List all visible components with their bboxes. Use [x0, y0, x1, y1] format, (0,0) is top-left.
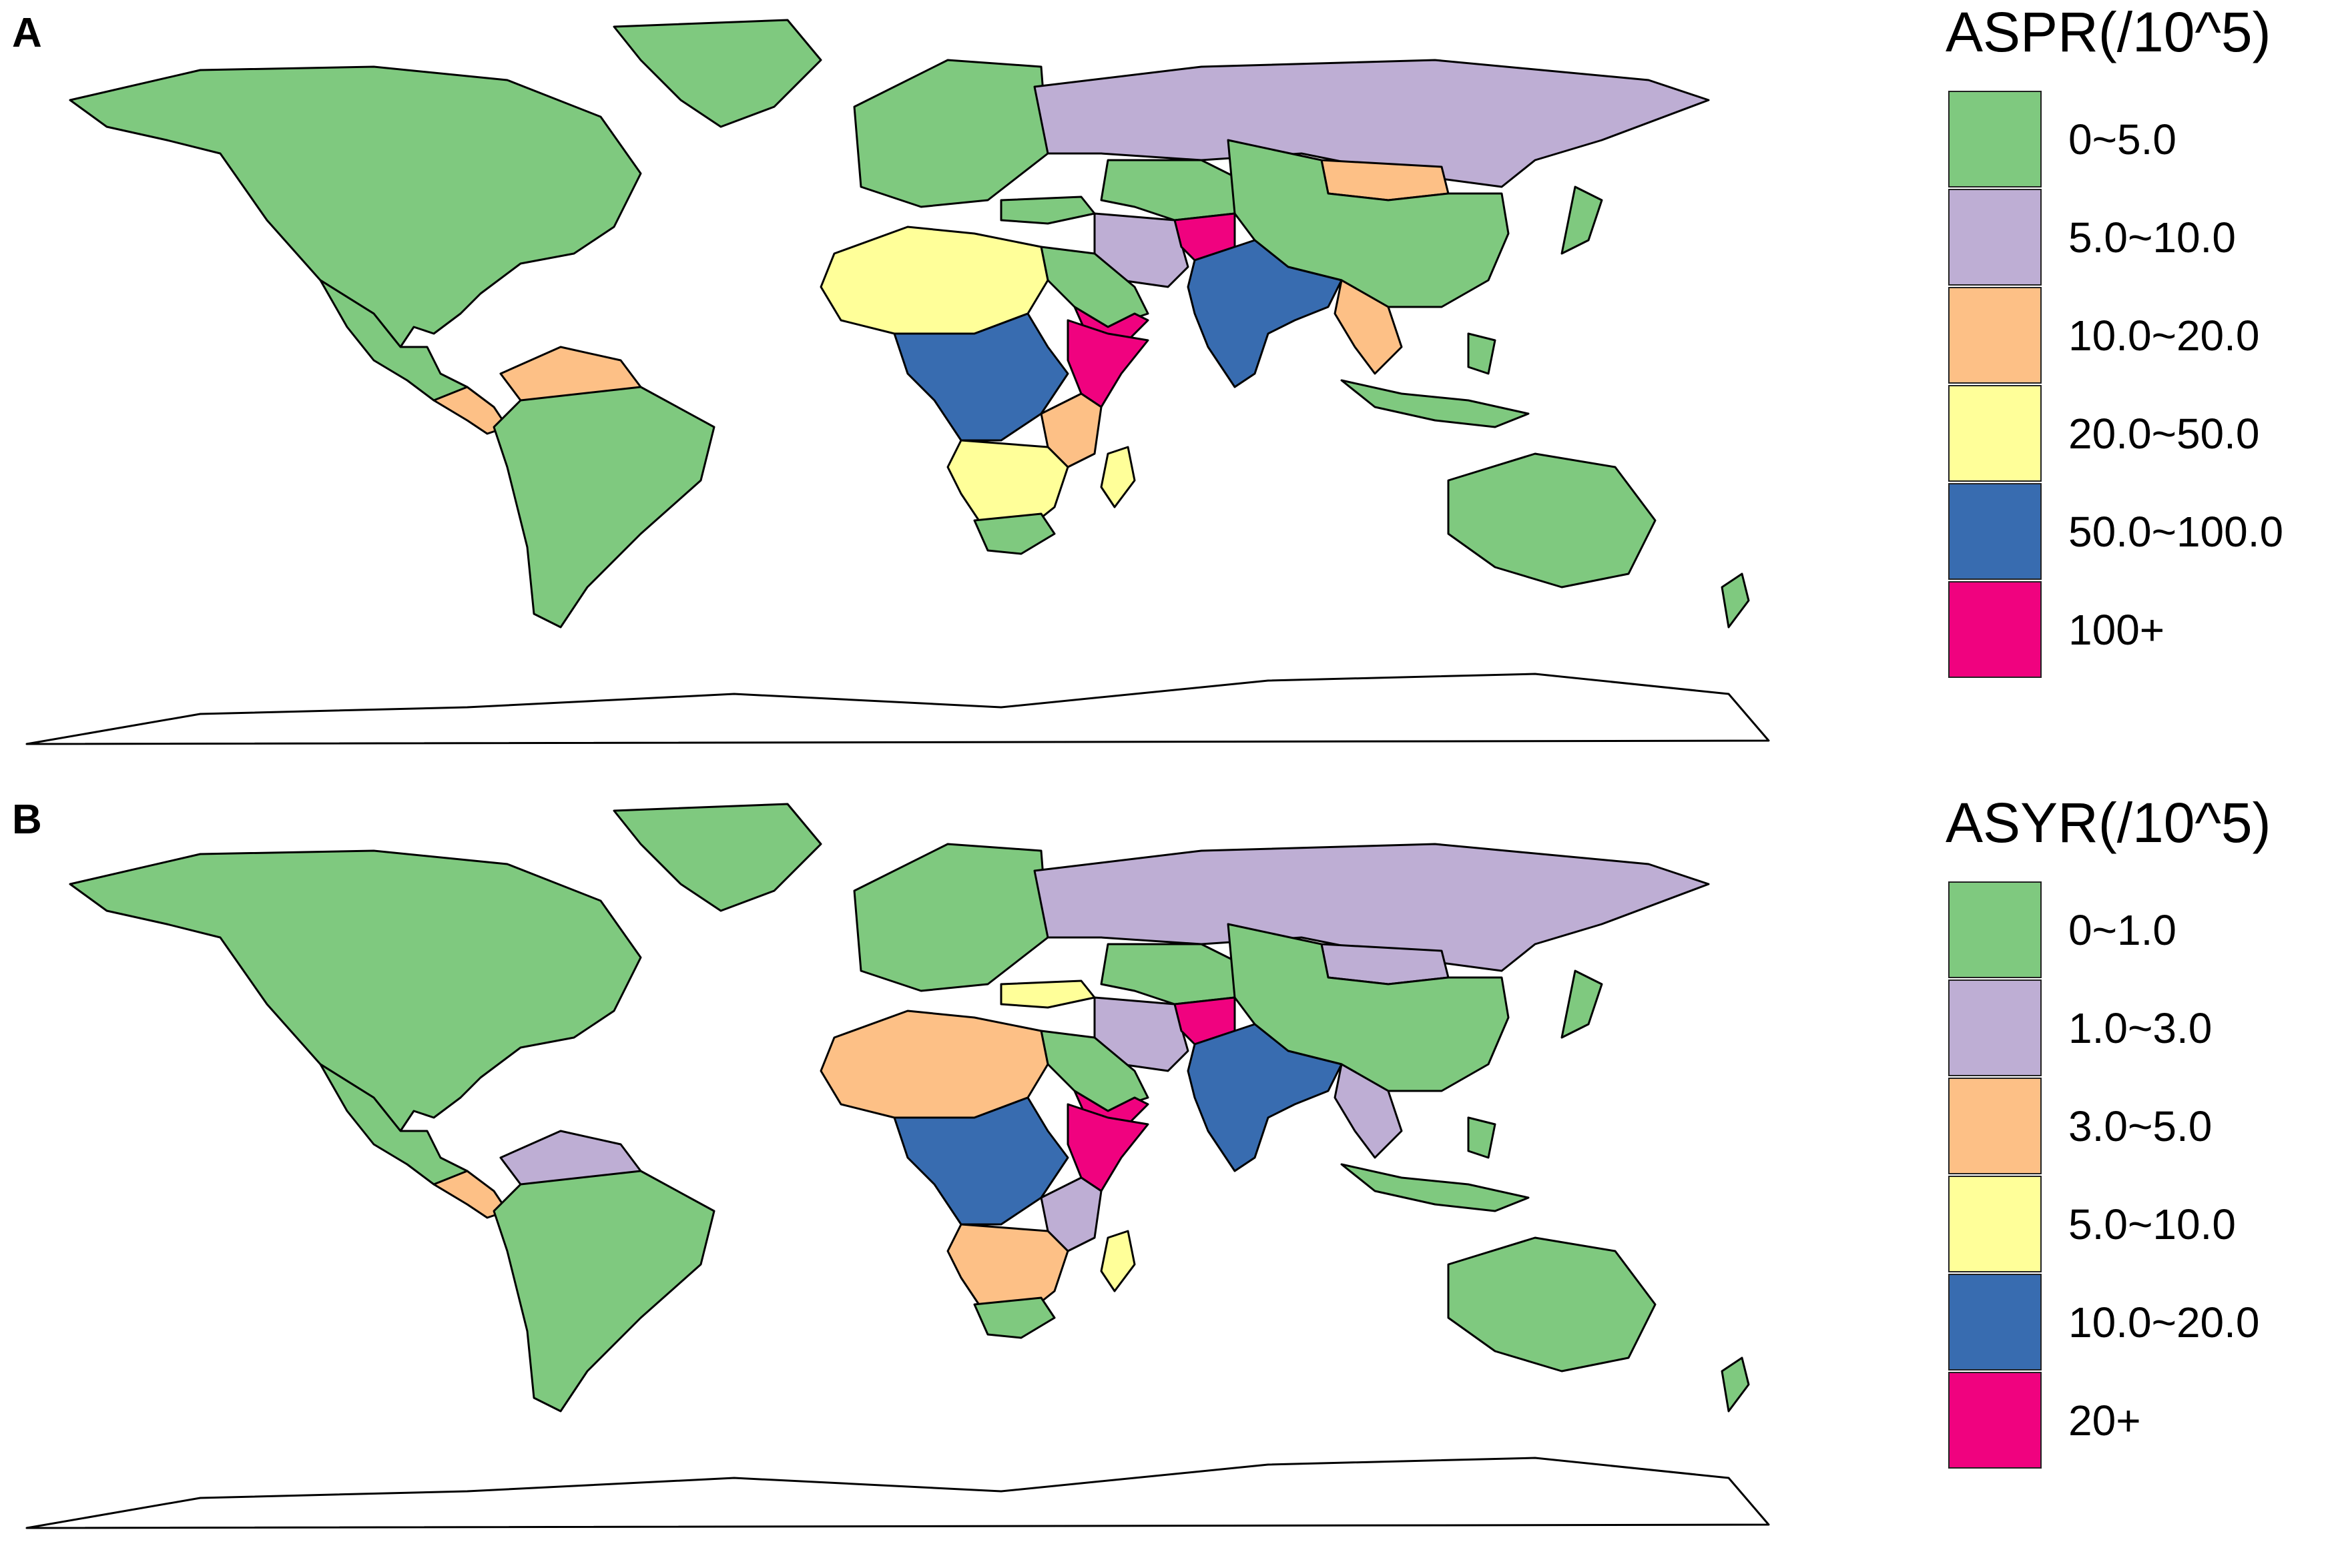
russia-region: [1033, 59, 1710, 188]
legend-swatch: [1948, 1176, 2042, 1272]
turkey-region: [1000, 979, 1096, 1009]
legend-item: 10.0~20.0: [1948, 286, 2283, 384]
south-america-region: [493, 386, 715, 629]
legend-label: 20+: [2068, 1396, 2141, 1445]
legend-item: 10.0~20.0: [1948, 1273, 2271, 1371]
legend-item: 5.0~10.0: [1948, 1175, 2271, 1273]
legend-swatch: [1948, 385, 2042, 482]
legend-swatch: [1948, 581, 2042, 678]
world-map-a: [25, 19, 1770, 745]
legend-swatch: [1948, 287, 2042, 384]
legend-items-a: 0~5.0 5.0~10.0 10.0~20.0 20.0~50.0 50.0~…: [1948, 90, 2283, 679]
horn-of-africa-region: [1067, 1103, 1149, 1192]
legend-swatch: [1948, 1274, 2042, 1370]
new-zealand-region: [1721, 572, 1750, 629]
philippines-region: [1467, 332, 1496, 375]
turkey-region: [1000, 195, 1096, 225]
north-america-region: [69, 849, 642, 1132]
map-panel-a: A ASPR(/10^5) 0~5.0 5.0~10.0 10.0~20.0 2…: [12, 0, 2283, 745]
legend-item: 20+: [1948, 1371, 2271, 1469]
map-panel-b: B ASYR(/10^5) 0~1.0 1.0~3.0 3.0~5.0 5.0~…: [0, 784, 2344, 1568]
legend-label: 5.0~10.0: [2068, 213, 2236, 262]
southeast-asia-region: [1334, 279, 1403, 375]
legend-swatch: [1948, 483, 2042, 580]
legend-item: 50.0~100.0: [1948, 482, 2283, 580]
legend-swatch: [1948, 189, 2042, 286]
legend-item: 20.0~50.0: [1948, 384, 2283, 482]
legend-label: 0~1.0: [2068, 905, 2176, 954]
legend-label: 3.0~5.0: [2068, 1102, 2213, 1150]
japan-region: [1560, 969, 1603, 1039]
europe-region: [853, 843, 1049, 992]
legend-items-b: 0~1.0 1.0~3.0 3.0~5.0 5.0~10.0 10.0~20.0…: [1948, 881, 2271, 1469]
indonesia-region: [1340, 379, 1530, 428]
south-america-region: [493, 1170, 715, 1413]
legend-a: ASPR(/10^5) 0~5.0 5.0~10.0 10.0~20.0 20.…: [1946, 0, 2283, 679]
philippines-region: [1467, 1116, 1496, 1159]
madagascar-region: [1100, 446, 1136, 508]
legend-item: 0~1.0: [1948, 881, 2271, 979]
legend-item: 5.0~10.0: [1948, 188, 2283, 286]
legend-label: 10.0~20.0: [2068, 1298, 2260, 1346]
southeast-asia-region: [1334, 1063, 1403, 1159]
antarctica-region: [25, 673, 1770, 745]
greenland-region: [613, 19, 822, 128]
south-africa-region: [973, 1296, 1056, 1339]
legend-title-a: ASPR(/10^5): [1946, 1, 2271, 63]
north-africa-region: [820, 1010, 1049, 1119]
legend-item: 0~5.0: [1948, 90, 2283, 188]
russia-region: [1033, 843, 1710, 972]
legend-label: 1.0~3.0: [2068, 1004, 2213, 1052]
madagascar-region: [1100, 1230, 1136, 1292]
legend-label: 5.0~10.0: [2068, 1200, 2236, 1248]
legend-label: 20.0~50.0: [2068, 409, 2260, 458]
world-map-b: [25, 803, 1770, 1529]
north-america-region: [69, 65, 642, 348]
australia-region: [1447, 1236, 1657, 1373]
indonesia-region: [1340, 1163, 1530, 1212]
legend-label: 50.0~100.0: [2068, 507, 2284, 556]
antarctica-region: [25, 1457, 1770, 1529]
legend-swatch: [1948, 979, 2042, 1076]
europe-region: [853, 59, 1049, 208]
legend-swatch: [1948, 881, 2042, 978]
japan-region: [1560, 185, 1603, 255]
panel-letter-a: A: [12, 10, 42, 56]
horn-of-africa-region: [1067, 319, 1149, 408]
legend-item: 1.0~3.0: [1948, 979, 2271, 1077]
south-africa-region: [973, 512, 1056, 555]
legend-label: 10.0~20.0: [2068, 311, 2260, 360]
south-asia-region: [1187, 1023, 1343, 1172]
australia-region: [1447, 452, 1657, 589]
panel-letter-b: B: [12, 797, 42, 843]
legend-label: 100+: [2068, 605, 2165, 654]
greenland-region: [613, 803, 822, 912]
legend-item: 100+: [1948, 580, 2283, 679]
legend-b: ASYR(/10^5) 0~1.0 1.0~3.0 3.0~5.0 5.0~10…: [1946, 791, 2271, 1469]
legend-label: 0~5.0: [2068, 115, 2176, 163]
legend-swatch: [1948, 1372, 2042, 1469]
south-asia-region: [1187, 239, 1343, 388]
legend-item: 3.0~5.0: [1948, 1077, 2271, 1175]
legend-swatch: [1948, 91, 2042, 187]
legend-title-b: ASYR(/10^5): [1946, 791, 2271, 854]
legend-swatch: [1948, 1078, 2042, 1174]
new-zealand-region: [1721, 1356, 1750, 1413]
north-africa-region: [820, 226, 1049, 335]
